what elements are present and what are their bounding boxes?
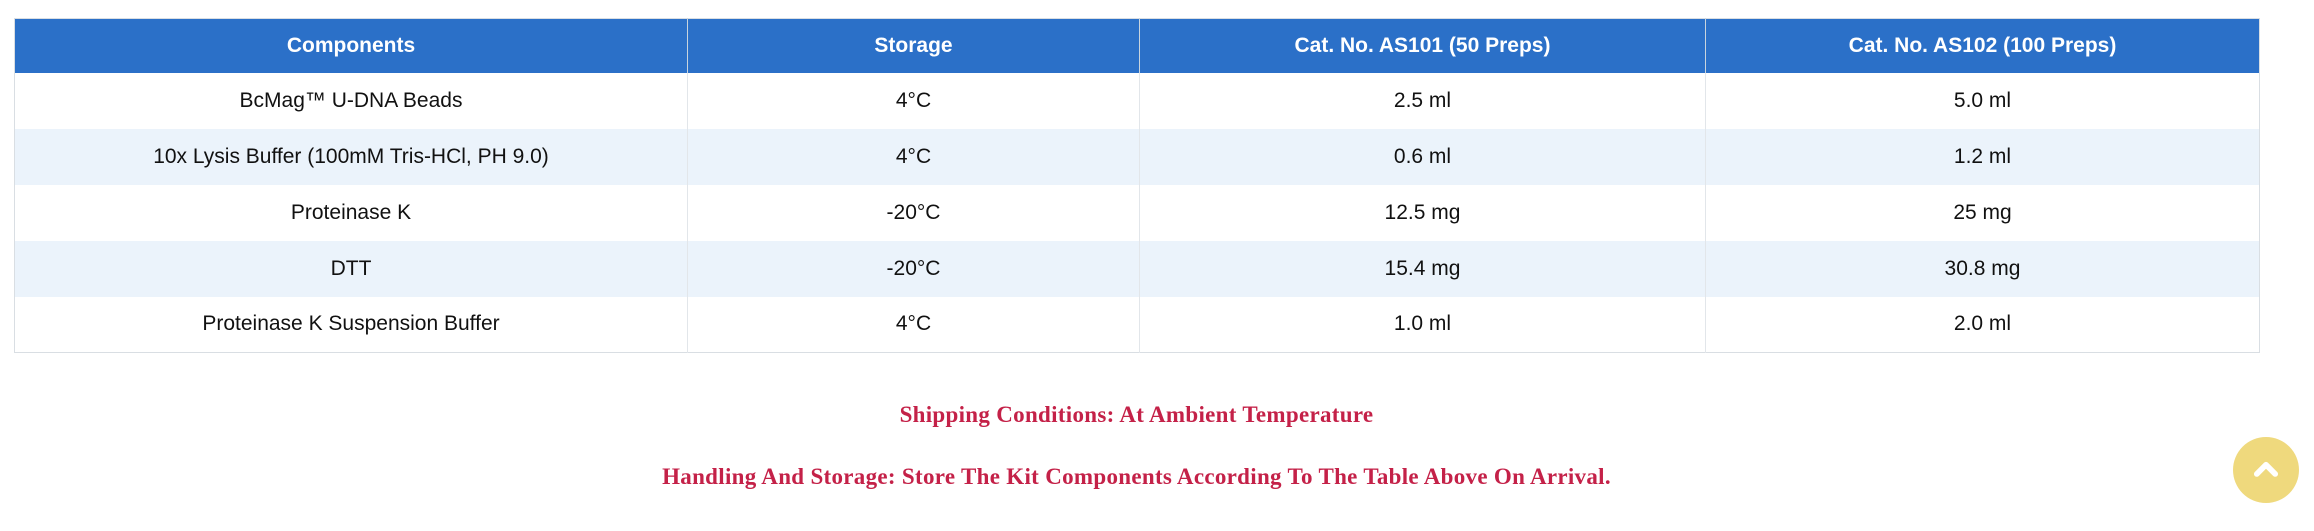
qty-50preps-cell: 1.0 ml	[1139, 296, 1706, 353]
table-row: Proteinase K -20°C 12.5 mg 25 mg	[14, 184, 2260, 241]
table-body: BcMag™ U-DNA Beads 4°C 2.5 ml 5.0 ml 10x…	[14, 72, 2260, 353]
column-header-cat-as102: Cat. No. AS102 (100 Preps)	[1705, 18, 2260, 73]
components-table: Components Storage Cat. No. AS101 (50 Pr…	[14, 18, 2260, 353]
storage-cell: 4°C	[687, 296, 1140, 353]
storage-cell: 4°C	[687, 128, 1140, 185]
qty-50preps-cell: 0.6 ml	[1139, 128, 1706, 185]
qty-100preps-cell: 1.2 ml	[1705, 128, 2260, 185]
component-name-cell: Proteinase K	[14, 184, 688, 241]
qty-100preps-cell: 25 mg	[1705, 184, 2260, 241]
table-row: BcMag™ U-DNA Beads 4°C 2.5 ml 5.0 ml	[14, 72, 2260, 129]
column-header-storage: Storage	[687, 18, 1140, 73]
column-header-cat-as101: Cat. No. AS101 (50 Preps)	[1139, 18, 1706, 73]
table-row: DTT -20°C 15.4 mg 30.8 mg	[14, 240, 2260, 297]
table-header: Components Storage Cat. No. AS101 (50 Pr…	[14, 18, 2260, 73]
qty-50preps-cell: 2.5 ml	[1139, 72, 1706, 129]
column-header-components: Components	[14, 18, 688, 73]
header-row: Components Storage Cat. No. AS101 (50 Pr…	[14, 18, 2260, 73]
table-row: 10x Lysis Buffer (100mM Tris-HCl, PH 9.0…	[14, 128, 2260, 185]
component-name-cell: BcMag™ U-DNA Beads	[14, 72, 688, 129]
back-to-top-button[interactable]	[2233, 437, 2299, 503]
qty-100preps-cell: 5.0 ml	[1705, 72, 2260, 129]
qty-50preps-cell: 12.5 mg	[1139, 184, 1706, 241]
storage-cell: -20°C	[687, 184, 1140, 241]
qty-50preps-cell: 15.4 mg	[1139, 240, 1706, 297]
qty-100preps-cell: 30.8 mg	[1705, 240, 2260, 297]
storage-cell: 4°C	[687, 72, 1140, 129]
component-name-cell: DTT	[14, 240, 688, 297]
chevron-up-icon	[2249, 452, 2283, 489]
component-name-cell: Proteinase K Suspension Buffer	[14, 296, 688, 353]
handling-storage-note: Handling And Storage: Store The Kit Comp…	[662, 464, 1611, 489]
qty-100preps-cell: 2.0 ml	[1705, 296, 2260, 353]
table-row: Proteinase K Suspension Buffer 4°C 1.0 m…	[14, 296, 2260, 353]
component-name-cell: 10x Lysis Buffer (100mM Tris-HCl, PH 9.0…	[14, 128, 688, 185]
storage-cell: -20°C	[687, 240, 1140, 297]
shipping-conditions-note: Shipping Conditions: At Ambient Temperat…	[899, 402, 1374, 427]
